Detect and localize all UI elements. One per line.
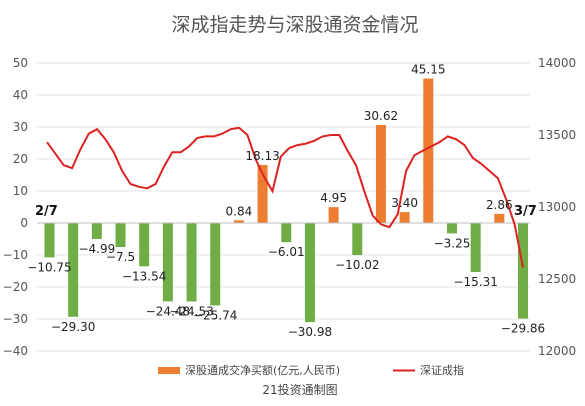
bar-value-label: −7.5 [106, 250, 135, 264]
bar [44, 223, 55, 258]
gridlines [37, 62, 530, 352]
legend-line-label: 深证成指 [420, 363, 464, 377]
bar [139, 223, 150, 267]
bar-value-label: 0.84 [226, 204, 253, 218]
left-tick-label: 50 [13, 56, 28, 70]
right-axis-ticks: 12000 12500 13000 13500 14000 [538, 56, 576, 358]
bar-value-label: −3.25 [434, 236, 471, 250]
bar-value-label: 45.15 [411, 63, 445, 77]
left-tick-label: 40 [13, 88, 28, 102]
bar-series [44, 78, 528, 323]
bar [281, 223, 292, 243]
bar [470, 223, 481, 272]
bar [423, 78, 434, 224]
bar-data-labels: −10.75−29.30−4.99−7.5−13.54−24.48−24.53−… [27, 63, 545, 340]
legend-bar-swatch [158, 367, 180, 374]
bar-value-label: −13.54 [122, 269, 166, 283]
bar-value-label: −4.99 [78, 242, 115, 256]
right-tick-label: 12000 [538, 344, 576, 358]
bar-value-label: −6.01 [268, 245, 305, 259]
bar [115, 223, 126, 247]
bar [162, 223, 173, 302]
right-tick-label: 13000 [538, 200, 576, 214]
bar-value-label: 4.95 [320, 191, 347, 205]
right-tick-label: 13500 [538, 128, 576, 142]
bar-value-label: 3.40 [391, 196, 418, 210]
bar-value-label: −10.75 [27, 260, 71, 274]
bar-value-label: −24.53 [169, 304, 213, 318]
chart-title: 深成指走势与深股通资金情况 [171, 14, 418, 36]
bar [352, 223, 363, 256]
bar [446, 223, 457, 234]
left-tick-label: 10 [13, 184, 28, 198]
left-axis-ticks: −40 −30 −20 −10 0 10 20 30 40 50 [3, 56, 28, 358]
left-tick-label: 20 [13, 152, 28, 166]
left-tick-label: −40 [3, 344, 28, 358]
end-date-label: 3/7 [514, 204, 537, 219]
bar [328, 207, 339, 223]
bar [91, 223, 102, 239]
left-tick-label: −20 [3, 280, 28, 294]
bar [518, 223, 528, 319]
left-tick-label: 30 [13, 120, 28, 134]
bar-value-label: −25.74 [193, 308, 237, 322]
chart-source: 21投资通制图 [262, 382, 337, 397]
bar-value-label: −30.98 [288, 325, 332, 339]
bar-value-label: −29.86 [501, 322, 545, 336]
bar-value-label: −15.31 [453, 275, 497, 289]
bar-value-label: 30.62 [364, 109, 398, 123]
bar-value-label: 2.86 [486, 198, 513, 212]
bar-value-label: 18.13 [245, 149, 279, 163]
left-tick-label: 0 [20, 216, 28, 230]
bar [233, 220, 244, 223]
index-line [46, 126, 524, 268]
left-tick-label: −10 [3, 248, 28, 262]
bar [304, 223, 315, 323]
bar [68, 223, 79, 317]
legend-bar-label: 深股通成交净买额(亿元,人民币) [185, 363, 340, 377]
right-tick-label: 14000 [538, 56, 576, 70]
left-tick-label: −30 [3, 312, 28, 326]
bar [210, 223, 221, 306]
bar [186, 223, 197, 302]
bar-value-label: −10.02 [335, 258, 379, 272]
start-date-label: 2/7 [35, 204, 58, 219]
bar-value-label: −24.48 [146, 304, 190, 318]
right-tick-label: 12500 [538, 272, 576, 286]
bar [494, 213, 505, 223]
bar [257, 164, 268, 223]
bar [375, 125, 386, 223]
bar-value-label: −29.30 [51, 320, 95, 334]
legend: 深股通成交净买额(亿元,人民币) 深证成指 [158, 363, 464, 377]
bar [399, 212, 410, 223]
